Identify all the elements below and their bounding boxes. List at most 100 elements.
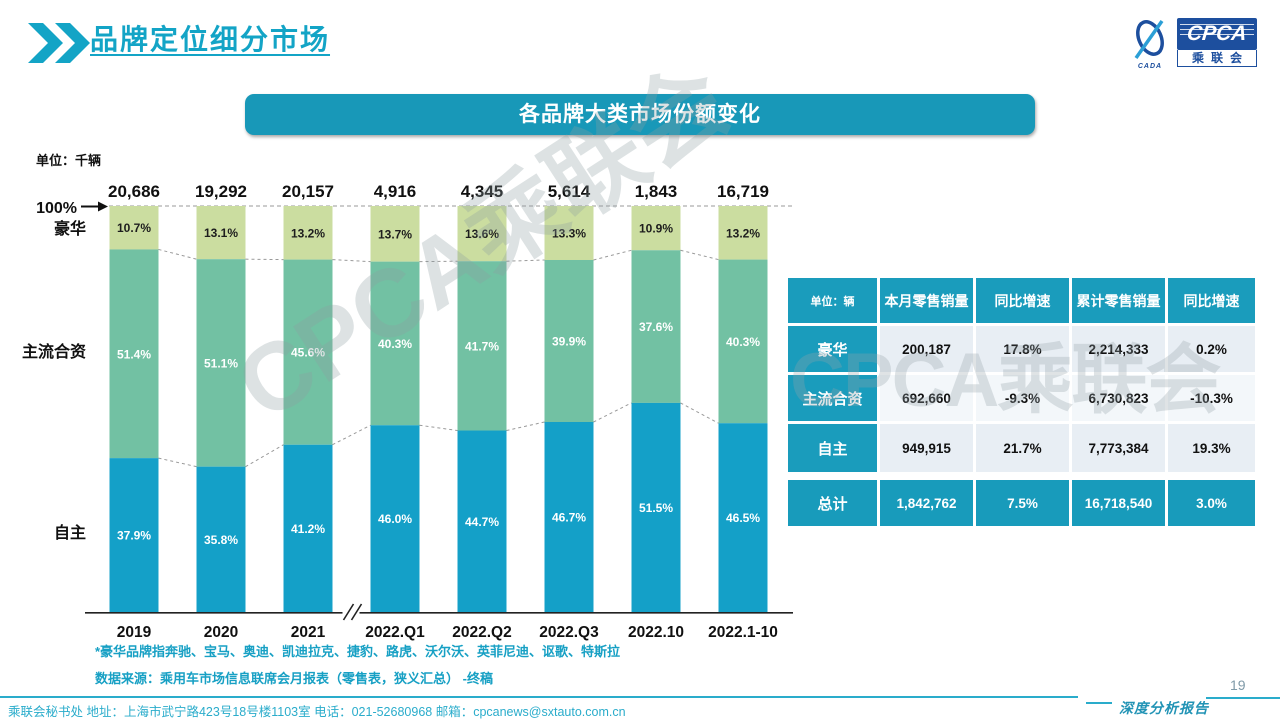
- segment-percent-label: 44.7%: [465, 515, 499, 529]
- table-cell: 7,773,384: [1072, 424, 1165, 472]
- logo-org-name: 乘联会: [1177, 50, 1257, 67]
- series-name-label-豪华: 豪华: [54, 219, 86, 238]
- bar-segment-主流合资-2022.Q3: [544, 259, 594, 422]
- bar-segment-自主-2021: [283, 444, 333, 612]
- bar-segment-主流合资-2020: [196, 259, 246, 467]
- bar-segment-豪华-2021: [283, 206, 333, 260]
- segment-connector-line: [158, 248, 197, 260]
- bar-segment-主流合资-2021: [283, 259, 333, 445]
- series-name-label-主流合资: 主流合资: [22, 342, 86, 361]
- table-cell: 692,660: [880, 375, 973, 421]
- segment-connector-line: [593, 402, 632, 423]
- segment-percent-label: 37.9%: [117, 529, 151, 543]
- sales-summary-table: 单位：辆 本月零售销量 同比增速 累计零售销量 同比增速 豪华 200,187 17.8% 2,…: [788, 278, 1255, 526]
- bar-segment-豪华-2022.10: [631, 206, 681, 251]
- table-cell: 17.8%: [976, 326, 1069, 372]
- footnote-data-source: 数据来源：乘用车市场信息联席会月报表（零售表，狭义汇总） -终稿: [95, 671, 493, 686]
- bar-segment-豪华-2022.Q1: [370, 206, 420, 262]
- segment-percent-label: 46.0%: [378, 512, 412, 526]
- table-header-cell: 同比增速: [1168, 278, 1255, 323]
- page-title: 品牌定位细分市场: [90, 24, 331, 55]
- logo-swoosh-wrap: CADA: [1128, 18, 1172, 70]
- bar-total-label: 5,614: [548, 182, 591, 201]
- bar-total-label: 20,686: [108, 182, 160, 201]
- table-header-cell: 本月零售销量: [880, 278, 973, 323]
- axis-break-slash: [350, 603, 363, 621]
- segment-connector-line: [419, 424, 458, 432]
- bar-segment-自主-2020: [196, 466, 246, 612]
- x-axis-label: 2022.1-10: [708, 624, 778, 641]
- segment-percent-label: 45.6%: [291, 346, 325, 360]
- segment-percent-label: 13.2%: [726, 226, 760, 240]
- table-row-label: 自主: [788, 424, 877, 472]
- hundred-percent-arrowhead: [98, 201, 108, 212]
- segment-percent-label: 46.5%: [726, 511, 760, 525]
- segment-connector-line: [332, 424, 371, 446]
- table-row-gap: [788, 475, 1255, 477]
- report-label-right-rule: [1206, 697, 1280, 699]
- x-axis-label: 2021: [291, 624, 326, 641]
- bar-segment-豪华-2019: [109, 206, 159, 250]
- bar-segment-豪华-2020: [196, 206, 246, 260]
- bar-segment-主流合资-2022.1-10: [718, 259, 768, 424]
- bar-segment-自主-2022.1-10: [718, 423, 768, 612]
- segment-percent-label: 40.3%: [726, 335, 760, 349]
- segment-percent-label: 51.5%: [639, 501, 673, 515]
- x-axis-label: 2022.10: [628, 624, 684, 641]
- bar-segment-主流合资-2022.10: [631, 250, 681, 403]
- bar-segment-主流合资-2022.Q1: [370, 261, 420, 426]
- segment-percent-label: 13.2%: [291, 226, 325, 240]
- segment-percent-label: 51.4%: [117, 347, 151, 361]
- segment-percent-label: 10.9%: [639, 222, 673, 236]
- table-row-label: 主流合资: [788, 375, 877, 421]
- table-row-label: 总计: [788, 480, 877, 526]
- logo-box: CPCA 乘联会: [1177, 18, 1257, 67]
- table-cell: 21.7%: [976, 424, 1069, 472]
- segment-connector-line: [332, 259, 371, 263]
- table-cell: 7.5%: [976, 480, 1069, 526]
- table-row-label: 豪华: [788, 326, 877, 372]
- table-cell: 19.3%: [1168, 424, 1255, 472]
- footer-divider: [0, 696, 1078, 698]
- bar-segment-自主-2019: [109, 458, 159, 612]
- bar-segment-豪华-2022.1-10: [718, 206, 768, 260]
- table-header-cell: 单位：辆: [788, 278, 877, 323]
- x-axis-label: 2022.Q3: [539, 624, 599, 641]
- segment-connector-line: [593, 249, 632, 261]
- segment-connector-line: [245, 444, 284, 468]
- segment-percent-label: 13.7%: [378, 227, 412, 241]
- segment-percent-label: 40.3%: [378, 337, 412, 351]
- series-name-label-自主: 自主: [54, 523, 86, 542]
- chart-title-banner: 各品牌大类市场份额变化: [245, 94, 1035, 135]
- segment-connector-line: [506, 421, 545, 432]
- bar-segment-自主-2022.Q3: [544, 421, 594, 612]
- bar-segment-自主-2022.Q1: [370, 425, 420, 612]
- table-cell: 200,187: [880, 326, 973, 372]
- logo-acronym: CPCA: [1177, 18, 1257, 50]
- chevron-2: [55, 23, 90, 63]
- x-axis-label: 2022.Q1: [365, 624, 425, 641]
- bar-total-label: 19,292: [195, 182, 247, 201]
- chevron-1: [28, 23, 63, 63]
- segment-percent-label: 10.7%: [117, 221, 151, 235]
- bar-segment-主流合资-2019: [109, 249, 159, 459]
- table-cell: 0.2%: [1168, 326, 1255, 372]
- x-axis-label: 2020: [204, 624, 238, 641]
- segment-percent-label: 13.3%: [552, 226, 586, 240]
- report-type-label: 深度分析报告: [1119, 702, 1209, 717]
- segment-connector-line: [506, 259, 545, 262]
- footnote-luxury-definition: *豪华品牌指奔驰、宝马、奥迪、凯迪拉克、捷豹、路虎、沃尔沃、英菲尼迪、讴歌、特斯…: [95, 644, 621, 659]
- bar-total-label: 16,719: [717, 182, 769, 201]
- bar-total-label: 4,916: [374, 182, 417, 201]
- segment-percent-label: 13.1%: [204, 226, 238, 240]
- double-chevron-icon: [28, 23, 90, 63]
- table-cell: -10.3%: [1168, 375, 1255, 421]
- segment-percent-label: 46.7%: [552, 510, 586, 524]
- table-cell: 2,214,333: [1072, 326, 1165, 372]
- axis-top-label: 100%: [36, 200, 77, 217]
- bar-segment-主流合资-2022.Q2: [457, 261, 507, 431]
- table-cell: 6,730,823: [1072, 375, 1165, 421]
- x-axis-label: 2022.Q2: [452, 624, 511, 641]
